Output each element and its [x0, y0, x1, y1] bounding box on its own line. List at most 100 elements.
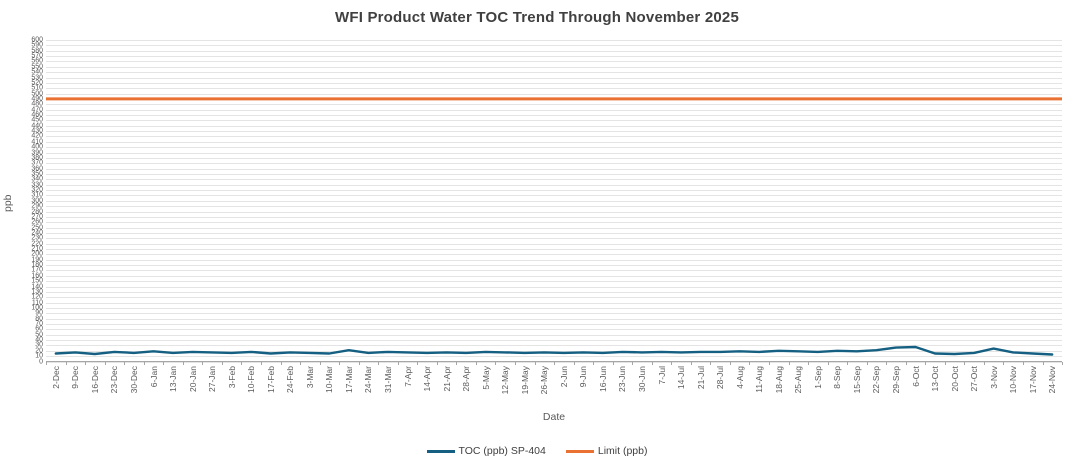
x-tick-label: 7-Jul [656, 366, 667, 385]
x-axis-tick [573, 362, 575, 365]
x-axis-tick [1062, 362, 1063, 365]
x-tick-label: 12-May [500, 366, 511, 395]
x-tick-label: 21-Apr [441, 366, 452, 392]
y-tick-label: 490 [31, 95, 43, 103]
gridline [46, 93, 1062, 95]
x-tick-label: 27-Jan [207, 366, 218, 392]
gridline [46, 238, 1062, 240]
x-axis-line [46, 361, 1062, 362]
gridline [46, 66, 1062, 68]
legend-label-toc: TOC (ppb) SP-404 [458, 445, 546, 457]
y-tick-label: 130 [31, 288, 43, 296]
x-axis-tick [905, 362, 907, 365]
x-axis-tick [847, 362, 849, 365]
x-tick-label: 6-Oct [910, 366, 921, 387]
y-tick-label: 520 [31, 79, 43, 87]
x-tick-label: 31-Mar [382, 366, 393, 393]
gridline [46, 104, 1062, 106]
gridline [46, 345, 1062, 347]
y-tick-label: 60 [35, 325, 43, 333]
x-axis-tick [475, 362, 477, 365]
y-tick-label: 560 [31, 57, 43, 65]
y-tick-label: 470 [31, 106, 43, 114]
x-axis-tick [339, 362, 341, 365]
x-tick-label: 2-Jun [558, 366, 569, 388]
x-tick-label: 10-Feb [246, 366, 257, 393]
x-axis-tick [866, 362, 868, 365]
gridline [46, 324, 1062, 325]
x-axis-tick [749, 362, 751, 365]
y-tick-label: 480 [31, 100, 43, 108]
x-tick-label: 10-Nov [1008, 366, 1019, 394]
gridline [46, 147, 1062, 149]
x-axis-tick [65, 362, 67, 365]
gridline [46, 291, 1062, 293]
legend-item-limit: Limit (ppb) [565, 445, 647, 457]
gridline [46, 222, 1062, 224]
gridline [46, 141, 1062, 143]
y-tick-label: 320 [31, 186, 43, 194]
x-tick-label: 11-Aug [754, 366, 765, 393]
x-axis-tick [436, 362, 438, 365]
gridline [46, 356, 1062, 358]
x-tick-label: 19-May [519, 366, 530, 395]
x-axis-tick [202, 362, 204, 365]
y-tick-label: 530 [31, 74, 43, 81]
x-axis-tick [514, 362, 516, 365]
x-tick-label: 13-Oct [930, 366, 940, 392]
gridline [46, 77, 1062, 79]
y-tick-label: 440 [31, 122, 43, 130]
x-tick-label: 14-Apr [422, 366, 432, 392]
gridline [46, 313, 1062, 315]
x-axis-tick [827, 362, 829, 365]
y-tick-label: 400 [31, 143, 43, 151]
gridline [46, 307, 1062, 309]
y-tick-label: 30 [35, 341, 43, 349]
x-tick-label: 7-Apr [402, 366, 413, 387]
gridline [46, 286, 1062, 288]
x-tick-label: 1-Sep [812, 366, 823, 389]
y-tick-label: 210 [31, 245, 43, 253]
y-tick-label: 390 [31, 149, 43, 156]
x-axis-tick [768, 362, 770, 365]
gridline [46, 318, 1062, 320]
x-axis-tick [671, 362, 673, 365]
y-tick-label: 330 [31, 181, 43, 189]
y-tick-label: 410 [31, 138, 43, 146]
y-tick-label: 70 [35, 320, 43, 328]
x-axis-tick [729, 362, 731, 365]
y-tick-label: 160 [31, 272, 43, 280]
y-tick-label: 230 [31, 234, 43, 242]
y-tick-label: 540 [31, 68, 43, 76]
x-tick-label: 8-Sep [832, 366, 843, 389]
x-tick-label: 14-Jul [676, 366, 686, 390]
gridline [46, 115, 1062, 116]
toc-series-line [54, 345, 1054, 356]
y-tick-label: 450 [31, 116, 43, 124]
gridline [46, 45, 1062, 47]
x-tick-label: 16-Jun [597, 366, 608, 392]
toc-line-swatch [426, 449, 455, 453]
x-axis-title: Date [542, 411, 566, 423]
x-axis-tick [260, 362, 262, 365]
gridline [46, 265, 1062, 266]
x-axis-tick [964, 362, 966, 365]
y-tick-label: 120 [31, 293, 43, 301]
x-tick-label: 9-Jun [578, 366, 589, 388]
x-axis-tick [534, 362, 536, 365]
y-tick-label: 500 [31, 90, 43, 98]
y-tick-label: 0 [39, 358, 43, 365]
x-tick-label: 27-Oct [969, 366, 980, 392]
x-tick-label: 16-Dec [89, 366, 100, 394]
x-tick-label: 17-Feb [265, 366, 276, 393]
gridline [46, 243, 1062, 245]
y-tick-label: 240 [31, 229, 43, 237]
x-axis-tick [632, 362, 634, 365]
x-tick-label: 30-Jun [636, 366, 647, 392]
x-axis-tick [690, 362, 692, 365]
gridline [46, 131, 1062, 133]
x-axis-tick [1022, 362, 1024, 365]
gridline [46, 179, 1062, 181]
x-axis-tick [554, 362, 555, 365]
y-tick-label: 460 [31, 111, 43, 119]
